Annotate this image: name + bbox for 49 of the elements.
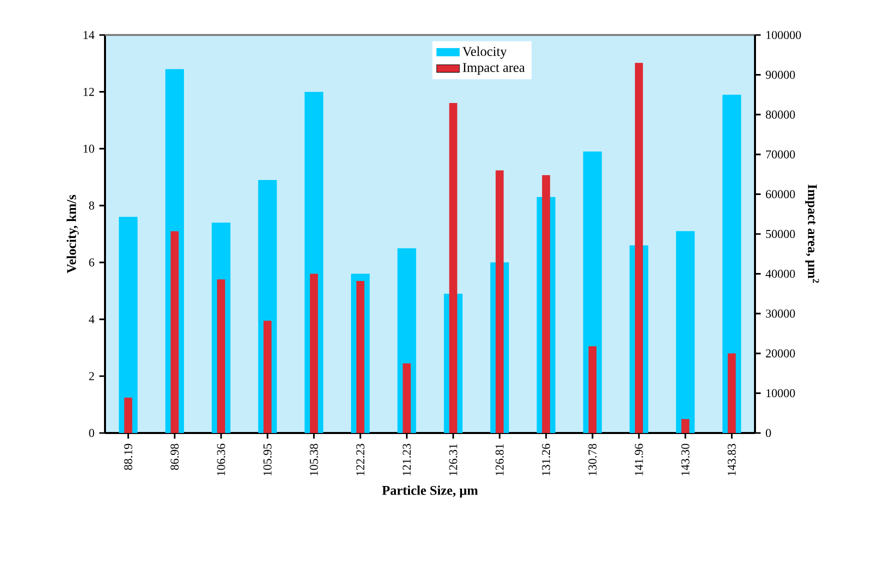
- x-tick-label: 121.23: [402, 444, 411, 476]
- bar: [118, 216, 138, 433]
- y2-tick-label: 40000: [766, 270, 795, 278]
- bar: [264, 320, 272, 433]
- x-tick-label: 106.36: [216, 444, 226, 476]
- y2-axis-title: Impact area, µm$^{2}$: [805, 184, 820, 283]
- y2-tick-label: 10000: [766, 389, 795, 398]
- y2-tick-label: 80000: [766, 110, 795, 119]
- y-tick-label: 6: [89, 258, 94, 266]
- legend-label: Velocity: [462, 46, 507, 59]
- bar: [728, 353, 736, 433]
- bar: [588, 346, 596, 433]
- y-tick-label: 0: [89, 428, 94, 438]
- x-axis-title: Particle Size, µm: [382, 486, 478, 498]
- x-tick-label: 131.26: [542, 444, 550, 476]
- y-tick-label: 4: [88, 315, 94, 324]
- x-tick-label: 143.30: [681, 444, 690, 476]
- x-tick-label: 130.78: [588, 444, 597, 476]
- x-tick-label: 88.19: [124, 444, 132, 470]
- y2-tick-label: 100000: [766, 30, 801, 40]
- legend-label: Impact area: [462, 63, 525, 75]
- y2-tick-label: 60000: [766, 190, 795, 198]
- x-tick-label: 105.95: [263, 444, 272, 476]
- y-tick-label: 2: [89, 372, 94, 380]
- y-axis-title: Velocity, km/s: [66, 194, 79, 274]
- x-tick-label: 126.81: [496, 444, 504, 476]
- x-tick-label: 141.96: [634, 444, 643, 476]
- x-tick-label: 143.83: [728, 444, 736, 476]
- y-tick-label: 10: [84, 144, 94, 153]
- x-tick-label: 122.23: [356, 444, 364, 476]
- y-tick-label: 8: [89, 202, 94, 210]
- bar: [402, 363, 411, 433]
- y2-tick-label: 0: [766, 428, 771, 438]
- bar: [124, 398, 132, 433]
- x-tick-label: 126.31: [449, 444, 458, 476]
- bar: [170, 231, 179, 433]
- bar: [310, 274, 318, 433]
- x-tick-label: 86.98: [170, 444, 179, 470]
- y2-tick-label: 50000: [766, 230, 795, 238]
- y-tick-label: 14: [84, 31, 94, 39]
- bar: [676, 231, 695, 433]
- bar: [217, 279, 226, 433]
- y2-tick-label: 20000: [766, 349, 795, 358]
- y2-tick-label: 90000: [766, 70, 795, 79]
- y2-tick-label: 70000: [766, 150, 795, 158]
- x-tick-label: 105.38: [310, 444, 318, 476]
- bar: [681, 419, 690, 433]
- y-tick-label: 12: [84, 88, 94, 96]
- y2-tick-label: 30000: [766, 310, 795, 318]
